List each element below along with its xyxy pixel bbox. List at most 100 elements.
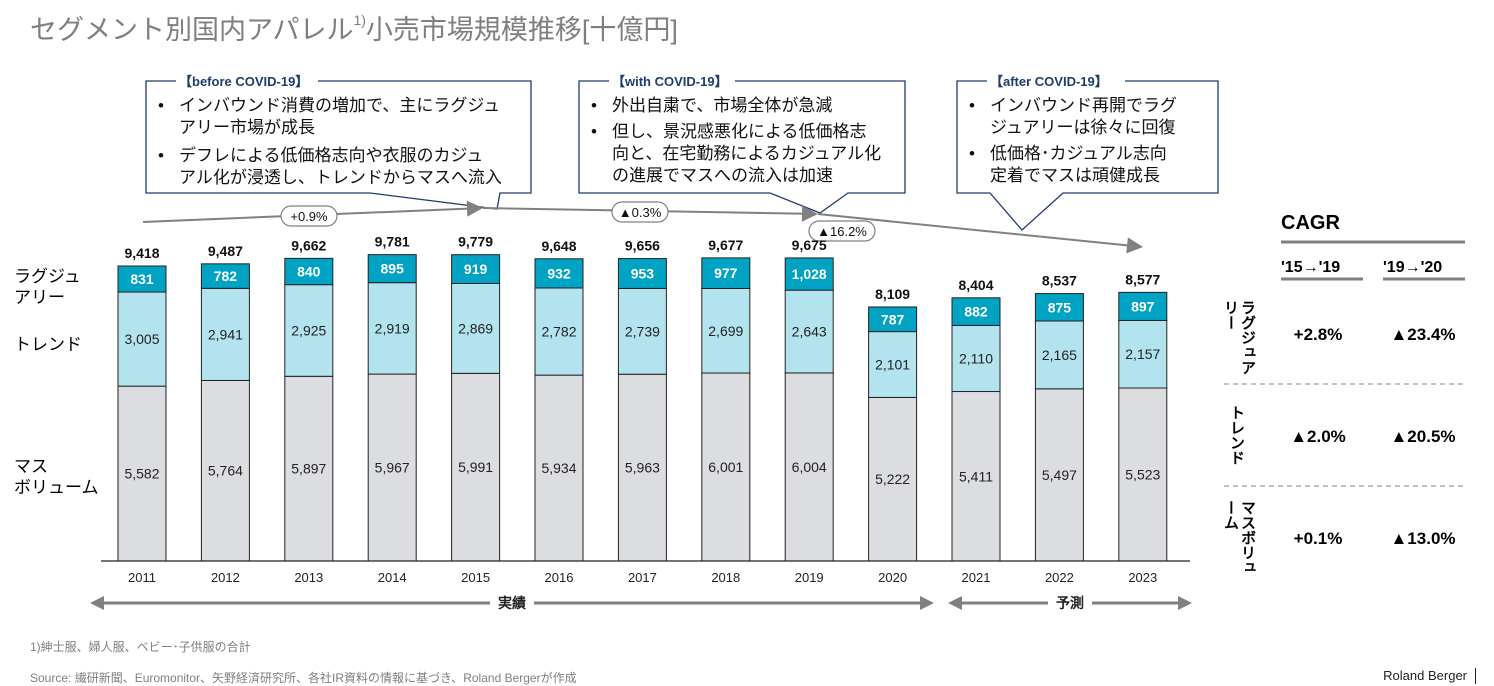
cagr-luxury-19-20: ▲23.4% [1390, 325, 1456, 344]
x-tick-label: 2015 [461, 570, 490, 585]
bar-segment-luxury [1034, 293, 1084, 322]
cagr-heading: CAGR [1281, 212, 1340, 234]
bar-segment-luxury [367, 254, 417, 284]
bar-segment-trend [200, 287, 250, 381]
bar-segment-luxury [1118, 291, 1168, 321]
data-label: 2,101 [875, 357, 910, 373]
legend-luxury-line1: ラグジュ [14, 267, 81, 286]
data-label: 5,967 [375, 460, 410, 476]
total-label: 9,779 [458, 234, 493, 250]
data-label: 782 [214, 268, 238, 284]
callout-text: の進展でマスへの流入は加速 [612, 166, 833, 185]
bar-segment-mass [1034, 388, 1084, 562]
bar-segment-trend [1118, 319, 1168, 389]
trend-arrows: +0.9% ▲0.3% ▲16.2% [142, 200, 1143, 254]
callout-text: インバウンド消費の増加で、主にラグジュ [179, 96, 500, 115]
period-label: 実績 [498, 595, 526, 611]
bar-segment-trend [534, 287, 584, 376]
bullet-icon: • [591, 96, 597, 115]
x-tick-label: 2014 [378, 570, 407, 585]
callout-text: ジュアリーは徐々に回復 [990, 118, 1175, 137]
data-label: 2,157 [1125, 346, 1160, 362]
bar-segment-mass [534, 374, 584, 562]
total-label: 8,537 [1042, 273, 1077, 289]
bar-segment-luxury [284, 257, 334, 286]
callout-border [956, 80, 1219, 231]
cagr-luxury-15-19: +2.8% [1293, 325, 1343, 344]
source-note: Source: 繊研新聞、Euromonitor、矢野経済研究所、各社IR資料の… [30, 671, 577, 685]
bar-segment-mass [617, 373, 667, 562]
bar-segment-trend [784, 289, 834, 374]
bar-segment-mass [367, 373, 417, 562]
total-label: 9,675 [792, 237, 827, 253]
bar-segment-luxury [784, 257, 834, 291]
total-label: 8,577 [1125, 271, 1160, 287]
period-label: 予測 [1056, 595, 1084, 611]
arrow-head-right [1178, 596, 1192, 610]
callout-text: 定着でマスは頑健成長 [990, 166, 1160, 185]
bullet-icon: • [969, 96, 975, 115]
legend-luxury-line2: アリー [14, 288, 65, 307]
data-label: 5,523 [1125, 467, 1160, 483]
total-label: 9,418 [124, 245, 159, 261]
bar-segment-mass [200, 379, 250, 562]
callout-heading: 【before COVID-19】 [179, 74, 308, 89]
bar-segment-luxury [701, 257, 751, 289]
trend-badge [808, 220, 876, 242]
bar-segment-luxury [951, 297, 1001, 326]
trend-arrow-head [466, 200, 483, 217]
bar-segment-luxury [868, 306, 918, 333]
data-label: 5,497 [1042, 467, 1077, 483]
data-label: 5,411 [959, 468, 993, 484]
data-label: 831 [130, 271, 154, 287]
title-main: セグメント別国内アパレル [30, 15, 354, 45]
total-label: 9,662 [291, 237, 326, 253]
arrow-head-left [948, 596, 962, 610]
callout-text: 外出自粛で、市場全体が急減 [612, 96, 832, 115]
period-arrows: 実績 予測 [90, 595, 1192, 611]
bullet-icon: • [158, 146, 164, 165]
cagr-row-label-trend: トレンド [1228, 405, 1245, 465]
data-label: 895 [381, 261, 405, 277]
bar-segment-luxury [534, 258, 584, 289]
trend-badge-label: ▲16.2% [817, 224, 867, 239]
data-label: 2,869 [458, 320, 493, 336]
x-tick-label: 2021 [962, 570, 991, 585]
data-label: 787 [881, 311, 905, 327]
callout-text: デフレによる低価格志向や衣服のカジュ [179, 145, 483, 165]
callout-1: 【with COVID-19】 • 外出自粛で、市場全体が急減 • 但し、景況感悪化によ… [578, 74, 906, 214]
data-label: 5,582 [124, 466, 159, 482]
callout-0: 【before COVID-19】 • インバウンド消費の増加で、主にラグジュアリー… [145, 74, 532, 210]
x-tick-label: 2017 [628, 570, 657, 585]
cagr-trend-15-19: ▲2.0% [1290, 427, 1346, 446]
bar-segment-mass [117, 385, 167, 562]
cagr-col-19-20: '19→'20 [1383, 259, 1443, 276]
trend-arrow-head [1126, 237, 1143, 254]
callout-text: アリー市場が成長 [179, 118, 315, 137]
x-tick-label: 2013 [294, 570, 323, 585]
bar-segment-luxury [117, 265, 167, 293]
trend-line [817, 213, 1132, 247]
bar-segment-trend [284, 284, 334, 377]
legend-trend-line1: トレンド [14, 335, 82, 354]
data-label: 2,643 [792, 324, 827, 340]
callout-text: 低価格･カジュアル志向 [990, 144, 1167, 163]
total-label: 8,109 [875, 286, 910, 302]
bullet-icon: • [158, 96, 164, 115]
period-forecast: 予測 [948, 595, 1192, 611]
callout-text: 但し、景況感悪化による低価格志 [612, 122, 867, 141]
trend-badge-label: +0.9% [290, 209, 328, 224]
legend-mass: マス ボリューム [14, 456, 99, 498]
data-label: 2,919 [375, 320, 410, 336]
legend-mass-line2: ボリューム [14, 478, 99, 497]
callouts: 【before COVID-19】 • インバウンド消費の増加で、主にラグジュアリー… [145, 74, 1219, 231]
legend-trend: トレンド [14, 334, 82, 355]
bar-segment-trend [367, 282, 417, 375]
total-label: 9,656 [625, 238, 660, 254]
total-label: 9,648 [541, 238, 576, 254]
bar-segment-trend [1034, 320, 1084, 390]
data-label: 897 [1131, 298, 1155, 314]
trend-badge [280, 205, 338, 227]
title-rest: 小売市場規模推移[十億円] [365, 15, 678, 45]
